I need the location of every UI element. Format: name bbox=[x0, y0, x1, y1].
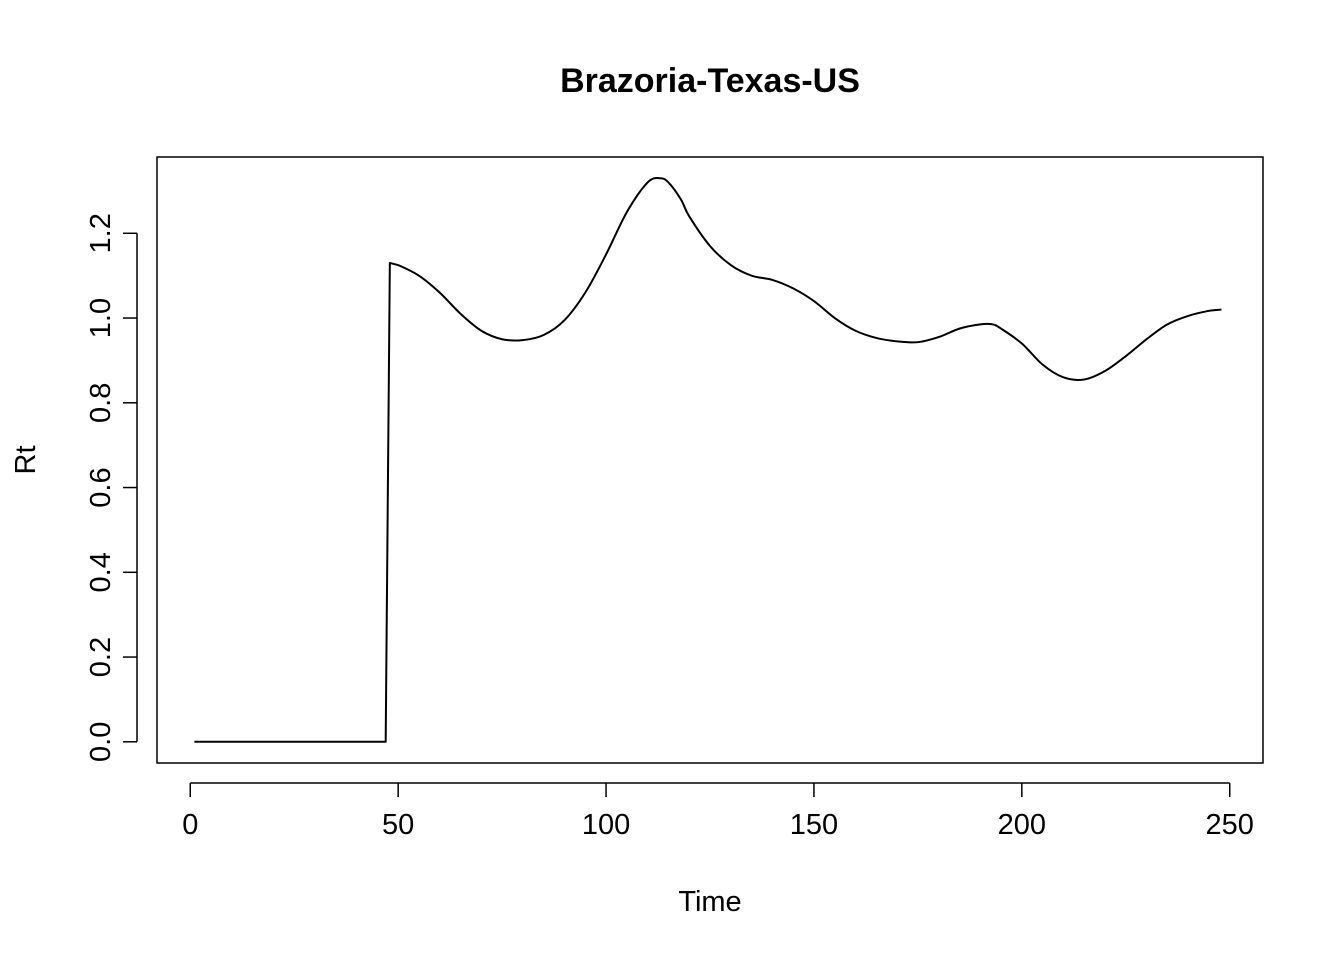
y-tick-label: 0.8 bbox=[85, 383, 117, 423]
series-layer bbox=[194, 177, 1222, 743]
y-axis: 0.0 0.2 0.4 0.6 0.8 1.0 1.2 bbox=[85, 213, 138, 762]
x-tick-label: 100 bbox=[582, 809, 630, 841]
series-line-0 bbox=[194, 177, 1222, 743]
y-tick-label: 0.2 bbox=[85, 637, 117, 677]
y-tick-label: 0.4 bbox=[85, 552, 117, 592]
x-tick-label: 250 bbox=[1206, 809, 1254, 841]
x-tick-label: 200 bbox=[998, 809, 1046, 841]
chart-title: Brazoria-Texas-US bbox=[560, 62, 860, 100]
plot-frame bbox=[156, 156, 1264, 764]
x-tick-label: 0 bbox=[182, 809, 198, 841]
x-tick-label: 150 bbox=[790, 809, 838, 841]
y-axis-label: Rt bbox=[10, 446, 42, 475]
y-tick-label: 0.0 bbox=[85, 722, 117, 762]
x-axis: 0 50 100 150 200 250 bbox=[182, 782, 1254, 841]
x-tick-label: 50 bbox=[382, 809, 414, 841]
y-tick-label: 1.2 bbox=[85, 213, 117, 253]
y-tick-label: 0.6 bbox=[85, 467, 117, 507]
y-tick-label: 1.0 bbox=[85, 298, 117, 338]
x-axis-label: Time bbox=[678, 886, 741, 918]
